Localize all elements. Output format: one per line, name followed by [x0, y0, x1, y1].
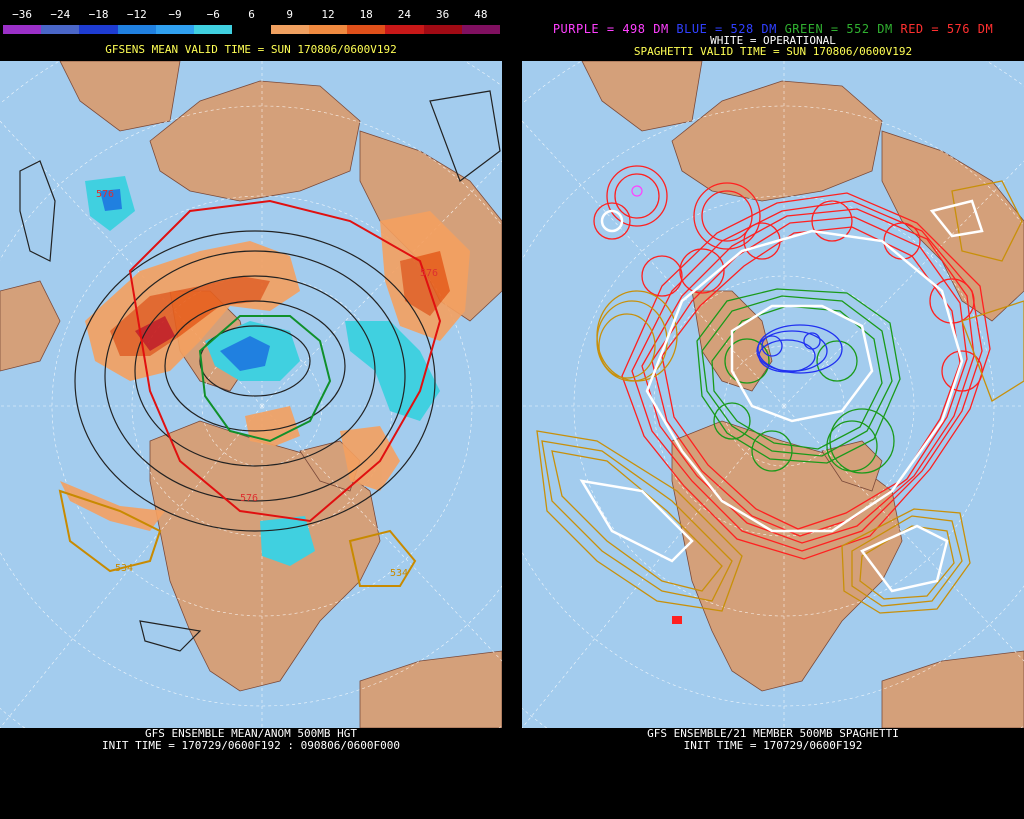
colorbar-label: −18	[88, 8, 109, 21]
colorbar-swatch	[3, 25, 42, 34]
red-576-spaghetti	[593, 165, 991, 560]
spaghetti-map	[522, 61, 1024, 728]
colorbar-label: 9	[286, 8, 294, 21]
contour-label-534-b: 534	[390, 568, 408, 579]
colorbar-swatch	[194, 25, 233, 34]
legend-purple: PURPLE = 498 DM	[552, 22, 669, 36]
colorbar-swatch	[461, 25, 501, 34]
contour-label-576-a: 576	[96, 189, 114, 200]
height-contours	[19, 90, 501, 652]
534-dm-contour-west	[58, 489, 162, 573]
colorbar-swatch	[41, 25, 80, 34]
legend-blue: BLUE = 528 DM	[676, 22, 777, 36]
blue-528-spaghetti	[756, 324, 843, 374]
spaghetti-footer-title: GFS ENSEMBLE/21 MEMBER 500MB SPAGHETTI	[647, 727, 899, 740]
contour-label-576-c: 576	[420, 268, 438, 279]
operational-legend: WHITE = OPERATIONAL	[710, 34, 836, 47]
contour-label-534-a: 534	[115, 563, 133, 574]
colorbar-label: 36	[436, 8, 450, 21]
spaghetti-legend: PURPLE = 498 DM BLUE = 528 DM GREEN = 55…	[522, 22, 1024, 36]
ensemble-mean-panel: −36 −24 −18 −12 −9 −6 6 9 12 18 24 36 48 GFSENS MEAN…	[0, 0, 502, 819]
gold-spaghetti	[536, 180, 1024, 614]
panel-divider	[502, 0, 522, 819]
spaghetti-footer: GFS ENSEMBLE/21 MEMBER 500MB SPAGHETTI I…	[522, 728, 1024, 752]
colorbar-label: 48	[474, 8, 488, 21]
colorbar-swatch	[117, 25, 156, 34]
534-dm-contour-east	[348, 529, 417, 587]
colorbar-label: −24	[50, 8, 71, 21]
mean-footer: GFS ENSEMBLE MEAN/ANOM 500MB HGT INIT TI…	[0, 728, 502, 752]
colorbar-swatch	[385, 25, 424, 34]
mean-footer-title: GFS ENSEMBLE MEAN/ANOM 500MB HGT	[145, 727, 357, 740]
colorbar-label: 6	[248, 8, 255, 21]
576-dm-contour	[128, 199, 442, 523]
552-dm-contour	[198, 315, 332, 443]
legend-red: RED = 576 DM	[900, 22, 994, 36]
mean-footer-init: INIT TIME = 170729/0600F192 : 090806/060…	[101, 739, 400, 752]
colorbar-swatch	[79, 25, 118, 34]
colorbar-label: 24	[397, 8, 412, 21]
green-552-spaghetti	[696, 288, 901, 474]
colorbar-swatch	[308, 25, 348, 34]
colorbar-label: −9	[168, 8, 182, 21]
colorbar-swatch	[347, 25, 386, 34]
colorbar-swatch	[232, 25, 271, 34]
colorbar-label: −36	[12, 8, 33, 21]
ensemble-mean-map: 576 576 576 534 534	[0, 61, 502, 728]
spaghetti-valid-time-title: SPAGHETTI VALID TIME = SUN 170806/0600V1…	[633, 45, 913, 58]
operational-contours	[579, 199, 984, 593]
small-features	[631, 185, 682, 624]
spaghetti-footer-init: INIT TIME = 170729/0600F192	[683, 739, 863, 752]
colorbar-swatch	[155, 25, 195, 34]
spaghetti-panel: PURPLE = 498 DM BLUE = 528 DM GREEN = 55…	[522, 0, 1024, 819]
contour-label-576-b: 576	[240, 493, 258, 504]
legend-green: GREEN = 552 DM	[784, 22, 893, 36]
colorbar-swatches	[3, 25, 501, 34]
colorbar-label: 18	[359, 8, 373, 21]
colorbar-label: 12	[321, 8, 335, 21]
mean-valid-time-title: GFSENS MEAN VALID TIME = SUN 170806/0600…	[105, 43, 397, 56]
colorbar-swatch	[423, 25, 462, 34]
anomaly-colorbar: −36 −24 −18 −12 −9 −6 6 9 12 18 24 36 48	[3, 5, 501, 34]
colorbar-swatch	[270, 25, 309, 34]
colorbar-label: −6	[206, 8, 220, 21]
colorbar-label: −12	[126, 8, 147, 21]
colorbar-labels: −36 −24 −18 −12 −9 −6 6 9 12 18 24 36 48	[3, 5, 500, 23]
